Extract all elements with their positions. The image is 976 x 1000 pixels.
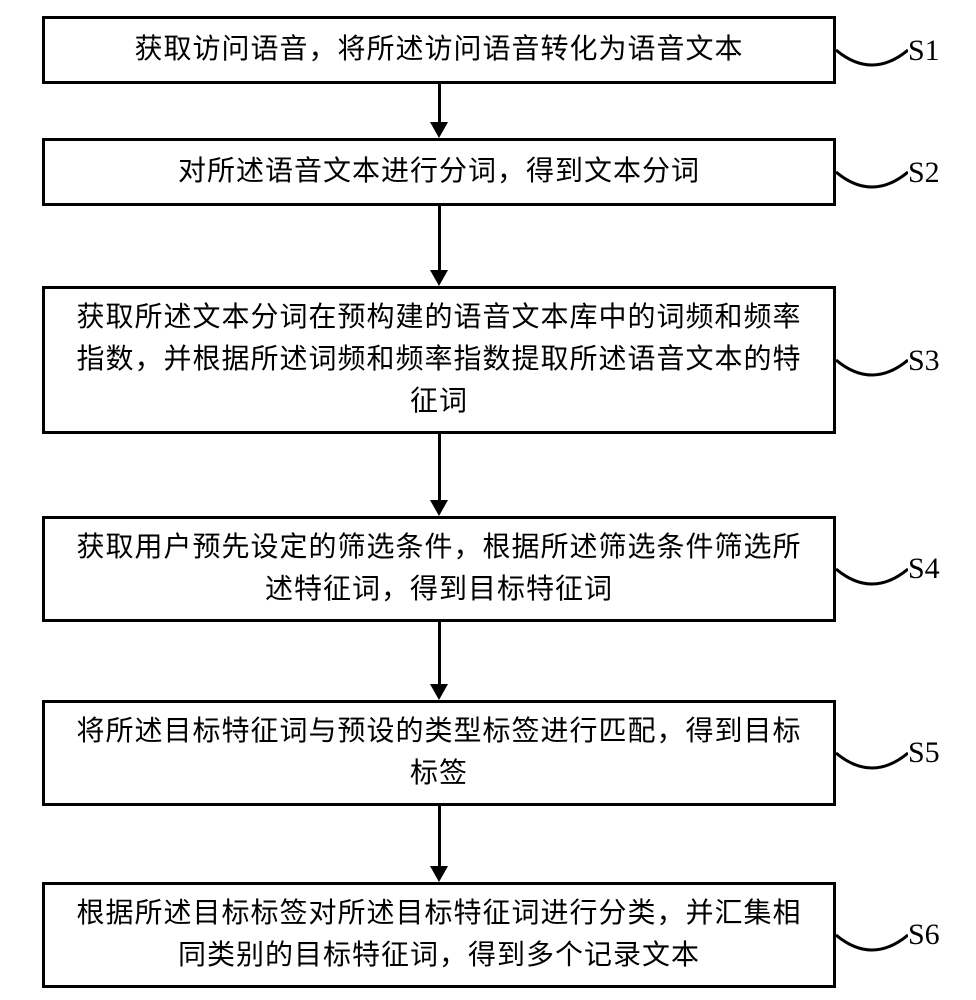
step-label-s6: S6 xyxy=(908,918,940,952)
arrow-head-4 xyxy=(430,684,448,700)
arrow-line-5 xyxy=(438,806,441,866)
connector-s1 xyxy=(836,30,908,70)
step-text-s5: 将所述目标特征词与预设的类型标签进行匹配，得到目标标签 xyxy=(65,711,813,795)
step-text-s6: 根据所述目标标签对所述目标特征词进行分类，并汇集相同类别的目标特征词，得到多个记… xyxy=(65,893,813,977)
arrow-head-3 xyxy=(430,500,448,516)
arrow-line-2 xyxy=(438,206,441,270)
step-box-s3: 获取所述文本分词在预构建的语音文本库中的词频和频率指数，并根据所述词频和频率指数… xyxy=(42,286,836,434)
arrow-head-2 xyxy=(430,270,448,286)
step-label-s1: S1 xyxy=(908,34,940,68)
step-label-s2: S2 xyxy=(908,156,940,190)
connector-s3 xyxy=(836,340,908,380)
step-box-s1: 获取访问语音，将所述访问语音转化为语音文本 xyxy=(42,16,836,84)
step-text-s4: 获取用户预先设定的筛选条件，根据所述筛选条件筛选所述特征词，得到目标特征词 xyxy=(65,527,813,611)
step-label-s4: S4 xyxy=(908,552,940,586)
arrow-head-1 xyxy=(430,122,448,138)
arrow-line-4 xyxy=(438,622,441,684)
connector-s6 xyxy=(836,915,908,955)
connector-s4 xyxy=(836,549,908,589)
step-text-s1: 获取访问语音，将所述访问语音转化为语音文本 xyxy=(134,29,743,71)
step-box-s5: 将所述目标特征词与预设的类型标签进行匹配，得到目标标签 xyxy=(42,700,836,806)
arrow-line-3 xyxy=(438,434,441,500)
step-box-s2: 对所述语音文本进行分词，得到文本分词 xyxy=(42,138,836,206)
step-box-s6: 根据所述目标标签对所述目标特征词进行分类，并汇集相同类别的目标特征词，得到多个记… xyxy=(42,882,836,988)
flowchart-canvas: 获取访问语音，将所述访问语音转化为语音文本 S1 对所述语音文本进行分词，得到文… xyxy=(0,0,976,1000)
step-text-s3: 获取所述文本分词在预构建的语音文本库中的词频和频率指数，并根据所述词频和频率指数… xyxy=(65,297,813,423)
step-label-s3: S3 xyxy=(908,344,940,378)
step-box-s4: 获取用户预先设定的筛选条件，根据所述筛选条件筛选所述特征词，得到目标特征词 xyxy=(42,516,836,622)
connector-s5 xyxy=(836,733,908,773)
step-label-s5: S5 xyxy=(908,736,940,770)
arrow-head-5 xyxy=(430,866,448,882)
arrow-line-1 xyxy=(438,84,441,122)
connector-s2 xyxy=(836,152,908,192)
step-text-s2: 对所述语音文本进行分词，得到文本分词 xyxy=(178,151,700,193)
